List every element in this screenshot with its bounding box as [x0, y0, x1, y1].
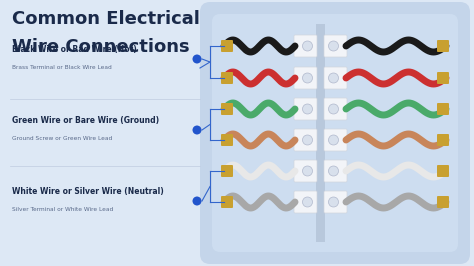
Text: Silver Terminal or White Wire Lead: Silver Terminal or White Wire Lead — [12, 207, 113, 212]
FancyBboxPatch shape — [324, 191, 347, 213]
Circle shape — [302, 73, 312, 83]
FancyBboxPatch shape — [437, 196, 449, 208]
FancyBboxPatch shape — [324, 129, 347, 151]
FancyBboxPatch shape — [324, 98, 347, 120]
FancyBboxPatch shape — [437, 165, 449, 177]
Text: Common Electrical: Common Electrical — [12, 10, 200, 28]
FancyBboxPatch shape — [294, 160, 317, 182]
Text: White Wire or Silver Wire (Neutral): White Wire or Silver Wire (Neutral) — [12, 187, 164, 196]
FancyBboxPatch shape — [221, 196, 233, 208]
Circle shape — [302, 166, 312, 176]
Circle shape — [302, 135, 312, 145]
FancyBboxPatch shape — [200, 2, 470, 264]
FancyBboxPatch shape — [437, 72, 449, 84]
FancyBboxPatch shape — [294, 98, 317, 120]
FancyBboxPatch shape — [324, 160, 347, 182]
Text: Wire Connections: Wire Connections — [12, 38, 190, 56]
FancyBboxPatch shape — [437, 40, 449, 52]
FancyBboxPatch shape — [437, 103, 449, 115]
Circle shape — [328, 135, 338, 145]
Text: Green Wire or Bare Wire (Ground): Green Wire or Bare Wire (Ground) — [12, 116, 159, 125]
FancyBboxPatch shape — [294, 67, 317, 89]
Circle shape — [328, 197, 338, 207]
Text: Ground Screw or Green Wire Lead: Ground Screw or Green Wire Lead — [12, 136, 112, 141]
Circle shape — [328, 41, 338, 51]
FancyBboxPatch shape — [294, 129, 317, 151]
FancyBboxPatch shape — [294, 191, 317, 213]
Circle shape — [328, 73, 338, 83]
Circle shape — [302, 104, 312, 114]
FancyBboxPatch shape — [221, 134, 233, 146]
FancyBboxPatch shape — [324, 35, 347, 57]
Circle shape — [192, 126, 201, 135]
FancyBboxPatch shape — [316, 24, 325, 242]
Circle shape — [328, 104, 338, 114]
FancyBboxPatch shape — [221, 40, 233, 52]
FancyBboxPatch shape — [221, 103, 233, 115]
FancyBboxPatch shape — [221, 165, 233, 177]
Circle shape — [302, 197, 312, 207]
FancyBboxPatch shape — [294, 35, 317, 57]
FancyBboxPatch shape — [324, 67, 347, 89]
Text: Black Wire or Rad Wire (Hot): Black Wire or Rad Wire (Hot) — [12, 45, 137, 54]
Circle shape — [192, 197, 201, 206]
FancyBboxPatch shape — [212, 14, 458, 252]
FancyBboxPatch shape — [437, 134, 449, 146]
Circle shape — [328, 166, 338, 176]
Circle shape — [192, 55, 201, 64]
Text: Brass Terminal or Black Wire Lead: Brass Terminal or Black Wire Lead — [12, 65, 112, 70]
FancyBboxPatch shape — [221, 72, 233, 84]
Circle shape — [302, 41, 312, 51]
